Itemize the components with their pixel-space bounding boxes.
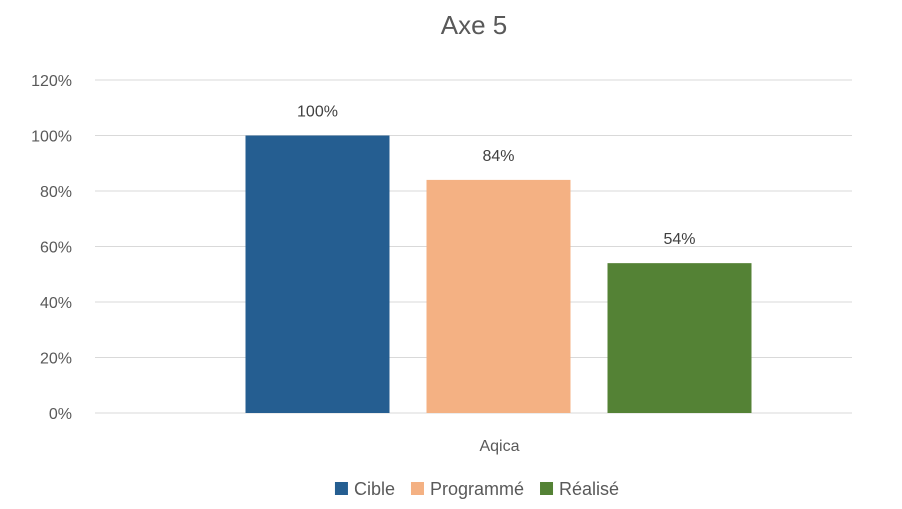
legend-swatch [540,482,554,495]
legend-item: Programmé [410,479,524,499]
y-tick-label: 0% [49,406,72,423]
y-axis-ticks: 0% 20% 40% 60% 80% 100% 120% [31,73,72,423]
legend-item: Cible [334,479,395,499]
bar-programme [426,179,571,413]
legend-swatch [334,482,348,495]
y-tick-label: 80% [40,184,72,201]
legend-label: Programmé [430,479,524,499]
data-label: 54% [663,231,695,248]
data-label: 84% [482,148,514,165]
legend-label: Cible [354,479,395,499]
x-axis-categories: Aqica [479,438,519,455]
y-tick-label: 40% [40,295,72,312]
chart-title: Axe 5 [441,10,508,40]
bars: 100% 84% 54% [245,104,752,413]
legend-swatch [410,482,424,495]
y-tick-label: 100% [31,129,72,146]
y-tick-label: 20% [40,351,72,368]
y-tick-label: 60% [40,240,72,257]
legend-label: Réalisé [559,479,619,499]
x-category-label: Aqica [479,438,519,455]
bar-cible [245,135,390,413]
bar-realise [607,263,752,413]
legend: Cible Programmé Réalisé [334,479,619,499]
y-tick-label: 120% [31,73,72,90]
legend-item: Réalisé [540,479,619,499]
data-label: 100% [297,104,338,121]
